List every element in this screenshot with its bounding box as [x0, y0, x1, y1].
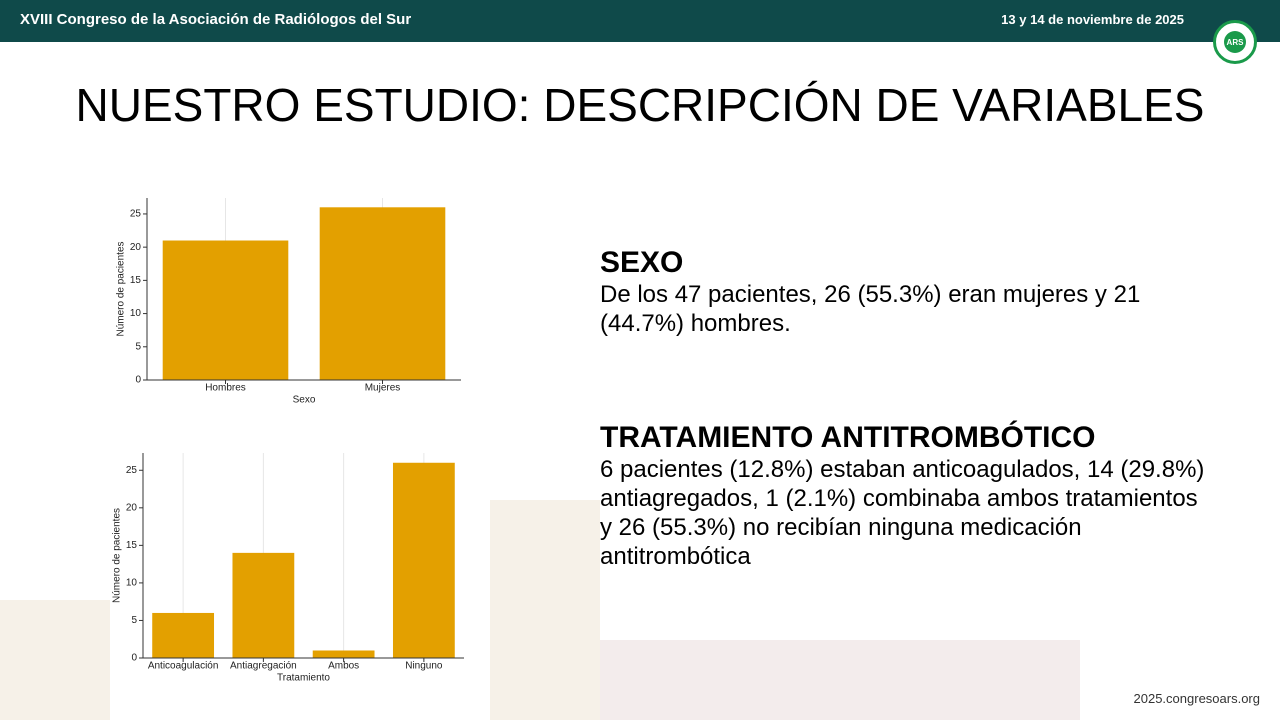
- x-tick-label: Anticoagulación: [148, 661, 219, 672]
- y-tick-label: 20: [130, 242, 142, 253]
- bar: [162, 240, 289, 380]
- section: SEXO De los 47 pacientes, 26 (55.3%) era…: [600, 246, 1210, 338]
- x-tick-label: Ninguno: [405, 661, 443, 672]
- section-body: De los 47 pacientes, 26 (55.3%) eran muj…: [600, 281, 1141, 337]
- y-tick-label: 5: [131, 615, 137, 626]
- section: TRATAMIENTO ANTITROMBÓTICO 6 pacientes (…: [600, 421, 1210, 571]
- congress-name: XVIII Congreso de la Asociación de Radió…: [20, 11, 412, 28]
- logo: ARS: [1213, 20, 1257, 64]
- section-body: 6 pacientes (12.8%) estaban anticoagulad…: [600, 456, 1205, 570]
- congress-date: 13 y 14 de noviembre de 2025: [1001, 12, 1184, 27]
- header-bar: XVIII Congreso de la Asociación de Radió…: [0, 0, 1280, 42]
- bar: [392, 462, 455, 658]
- y-axis-label: Número de pacientes: [112, 508, 123, 603]
- y-tick-label: 10: [130, 308, 142, 319]
- x-tick-label: Ambos: [328, 661, 359, 672]
- bar: [152, 612, 215, 658]
- x-tick-label: Hombres: [205, 383, 246, 394]
- slide-title: NUESTRO ESTUDIO: DESCRIPCIÓN DE VARIABLE…: [75, 79, 1205, 131]
- y-tick-label: 10: [126, 578, 138, 589]
- x-axis-label: Sexo: [293, 395, 316, 406]
- x-axis-label: Tratamiento: [277, 673, 330, 684]
- y-tick-label: 0: [135, 375, 141, 386]
- section-heading: TRATAMIENTO ANTITROMBÓTICO: [600, 421, 1096, 454]
- logo-text: ARS: [1224, 31, 1246, 53]
- bar: [319, 207, 446, 380]
- y-tick-label: 25: [126, 465, 138, 476]
- background-shape: [0, 600, 110, 720]
- x-tick-label: Antiagregación: [230, 661, 297, 672]
- y-tick-label: 25: [130, 209, 142, 220]
- background-shape: [490, 500, 600, 720]
- background-shape: [600, 640, 1080, 720]
- x-tick-label: Mujeres: [365, 383, 401, 394]
- y-tick-label: 15: [130, 275, 142, 286]
- y-tick-label: 5: [135, 341, 141, 352]
- bar: [312, 650, 375, 658]
- y-tick-label: 15: [126, 540, 138, 551]
- bar: [232, 552, 295, 658]
- y-tick-label: 0: [131, 653, 137, 664]
- footer-url: 2025.congresoars.org: [1133, 691, 1260, 706]
- y-axis-label: Número de pacientes: [116, 241, 127, 336]
- section-heading: SEXO: [600, 246, 684, 279]
- y-tick-label: 20: [126, 502, 138, 513]
